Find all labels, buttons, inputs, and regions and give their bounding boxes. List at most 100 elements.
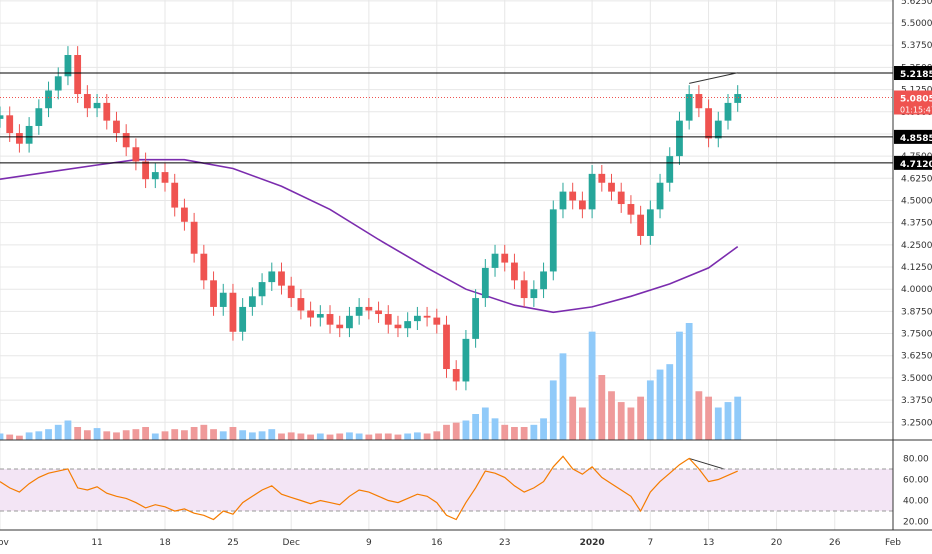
candle-body	[481, 267, 489, 299]
candle-body	[83, 94, 91, 109]
volume-bar	[6, 434, 14, 440]
last-price-tag	[894, 90, 932, 115]
volume-bar	[142, 427, 149, 440]
candle-body	[365, 306, 373, 311]
candle-body	[724, 102, 732, 121]
candle-body	[559, 191, 567, 210]
volume-bar	[248, 432, 256, 440]
candle-body	[685, 94, 693, 121]
candle-body	[74, 55, 82, 95]
candle-body	[588, 173, 596, 210]
volume-bar	[734, 396, 742, 440]
level-label: 4.7120	[900, 160, 932, 170]
volume-bar	[287, 432, 295, 440]
volume-bar	[646, 380, 654, 440]
volume-bar	[617, 402, 625, 440]
volume-bar	[375, 433, 382, 440]
volume-bar	[433, 431, 441, 440]
rsi-tick-label: 60.00	[903, 475, 929, 485]
candle-body	[248, 296, 256, 307]
price-tick-label: 3.6250	[901, 352, 932, 362]
candle-body	[200, 253, 208, 281]
candle-body	[462, 338, 470, 382]
volume-bar	[200, 424, 208, 440]
rsi-line	[0, 455, 738, 521]
candle-body	[258, 282, 266, 297]
candle-body	[413, 315, 421, 322]
ma-line	[0, 158, 739, 314]
candle-body	[676, 120, 683, 157]
volume-bar	[666, 364, 674, 440]
time-tick-label: 18	[159, 538, 171, 548]
level-tag	[894, 129, 932, 144]
time-tick-label: 16	[431, 538, 443, 548]
rsi-tick-label: 20.00	[903, 518, 929, 528]
volume-bar	[705, 396, 712, 440]
candle-body	[181, 207, 188, 222]
candle-body	[287, 285, 295, 299]
volume-bar	[316, 433, 324, 440]
volume-bar	[724, 402, 732, 440]
volume-bar	[394, 434, 402, 440]
rsi-tick-label: 40.00	[903, 497, 929, 507]
candle-body	[452, 369, 460, 382]
candle-body	[540, 271, 547, 290]
volume-bar	[74, 427, 82, 440]
price-tick-label: 4.1250	[901, 263, 932, 273]
volume-bar	[501, 424, 509, 440]
volume-bar	[530, 424, 538, 440]
price-tick-label: 3.2500	[901, 418, 932, 428]
volume-bar	[297, 433, 305, 440]
volume-bar	[64, 420, 72, 440]
horizontal-levels[interactable]	[0, 72, 893, 164]
volume-bar	[54, 424, 62, 440]
volume-bar	[45, 429, 52, 440]
volume-bar	[384, 433, 392, 440]
volume-bar	[171, 429, 179, 440]
candle-body	[219, 292, 227, 307]
volume-bar	[0, 433, 4, 440]
candle-body	[520, 280, 528, 299]
candle-body	[268, 271, 276, 283]
volume-bar	[93, 428, 101, 440]
volume-bar	[219, 431, 227, 440]
time-tick-label: 23	[499, 538, 510, 548]
candle-body	[695, 94, 703, 109]
moving-average	[0, 158, 739, 314]
price-tick-label: 4.6250	[901, 174, 932, 184]
candle-body	[627, 204, 635, 215]
price-tick-label: 3.7500	[901, 330, 932, 340]
candle-body	[346, 315, 353, 329]
volume-bar	[656, 369, 664, 440]
volume-bar	[83, 430, 91, 440]
candle-body	[35, 108, 43, 126]
candle-body	[443, 324, 450, 370]
price-tick-label: 4.0000	[901, 285, 932, 295]
volume-bar	[307, 434, 315, 440]
candles	[0, 46, 742, 391]
volume-bar	[239, 430, 247, 440]
volume-bar	[336, 433, 344, 440]
candle-body	[45, 90, 52, 109]
level-tag	[894, 155, 932, 170]
price-tick-label: 4.3750	[901, 219, 932, 229]
volume-bar	[627, 407, 635, 440]
candle-body	[423, 315, 431, 318]
candle-body	[142, 161, 149, 180]
price-tick-label: 4.5000	[901, 196, 932, 206]
volume-bar	[423, 433, 431, 440]
candle-body	[307, 310, 315, 318]
candle-body	[394, 324, 402, 329]
volume-bar	[181, 430, 188, 440]
candle-body	[297, 298, 305, 311]
time-tick-label: 2020	[580, 538, 605, 548]
candle-body	[433, 317, 441, 325]
candle-body	[617, 191, 625, 205]
volume-bar	[122, 430, 130, 440]
time-tick-label: 9	[366, 538, 372, 548]
time-tick-label: Nov	[0, 538, 9, 548]
volume-bar	[25, 432, 33, 440]
candle-body	[64, 55, 72, 77]
candle-body	[16, 133, 23, 144]
candle-body	[132, 147, 140, 162]
